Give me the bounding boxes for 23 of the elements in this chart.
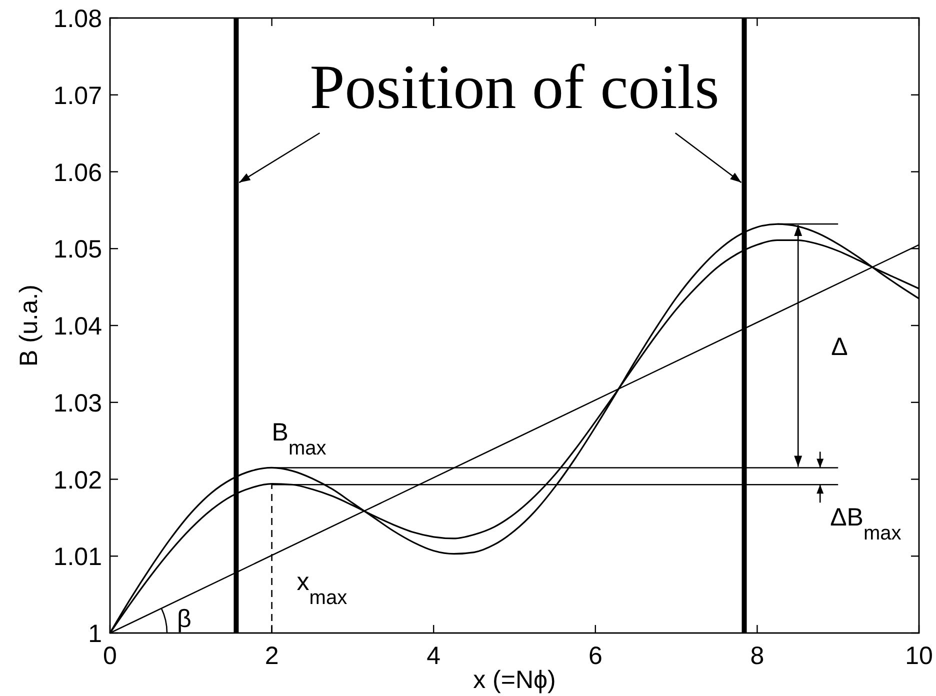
y-tick-label: 1.07 (53, 82, 102, 110)
y-tick-label: 1 (88, 620, 102, 648)
x-axis-title: x (=Nϕ) (473, 666, 556, 694)
annotation: Δ (831, 332, 848, 361)
annotation: B$_{max}$ (272, 418, 326, 460)
x-tick-label: 6 (588, 642, 602, 670)
y-tick-label: 1.01 (53, 543, 102, 572)
ref-line-label: x$_{max}$ (296, 568, 348, 609)
y-tick-label: 1.06 (53, 158, 102, 187)
x-tick-label: 0 (103, 642, 117, 670)
x-tick-label: 4 (426, 642, 441, 670)
y-axis-title: B (u.a.) (15, 284, 43, 366)
annotation: β (177, 605, 192, 633)
y-tick-label: 1.03 (53, 389, 102, 418)
x-tick-label: 10 (905, 642, 933, 670)
y-tick-label: 1.02 (53, 466, 102, 494)
x-tick-label: 8 (750, 642, 764, 670)
annotation: ΔB$_{max}$ (830, 504, 902, 544)
y-tick-label: 1.08 (53, 5, 102, 33)
y-tick-label: 1.04 (53, 312, 102, 340)
y-tick-label: 1.05 (53, 236, 102, 264)
x-tick-label: 2 (264, 642, 279, 670)
annotation: Position of coils (310, 52, 720, 122)
